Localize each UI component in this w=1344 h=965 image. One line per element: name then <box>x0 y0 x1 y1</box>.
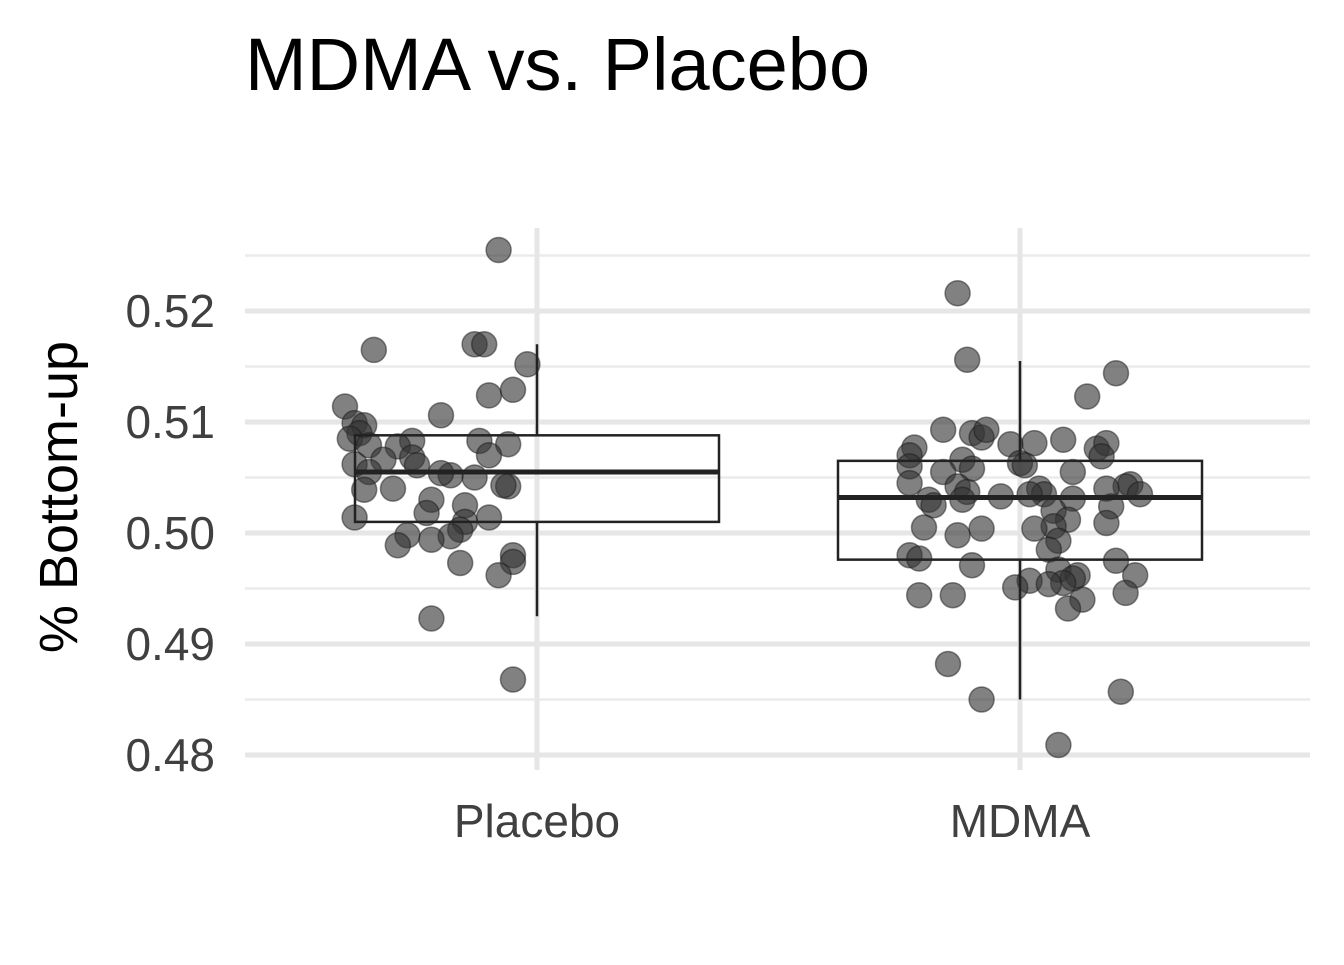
box-iqr <box>836 459 1204 561</box>
data-point <box>413 499 440 527</box>
data-point <box>1054 595 1082 622</box>
data-point <box>360 336 388 364</box>
chart-title: MDMA vs. Placebo <box>245 23 871 106</box>
y-tick-label: 0.52 <box>125 285 215 337</box>
data-point <box>461 464 488 491</box>
data-point <box>1112 579 1139 607</box>
data-point <box>499 666 527 693</box>
box-iqr <box>353 434 721 524</box>
data-point <box>379 475 407 502</box>
data-point <box>427 402 455 429</box>
data-point <box>1001 574 1029 601</box>
y-tick-label: 0.49 <box>125 618 215 670</box>
box-plots <box>353 344 1204 700</box>
data-point <box>1021 429 1048 457</box>
data-point <box>384 531 412 559</box>
data-point <box>490 472 517 499</box>
data-point <box>475 382 503 409</box>
x-tick-labels: Placebo MDMA <box>454 795 1091 847</box>
x-tick-label: Placebo <box>454 795 620 847</box>
data-point <box>968 686 995 713</box>
data-point <box>973 416 1000 444</box>
data-point <box>1093 509 1120 537</box>
y-axis-title: % Bottom-up <box>29 341 89 653</box>
data-point <box>1049 426 1077 454</box>
data-point <box>1088 443 1115 470</box>
data-point <box>1107 678 1135 705</box>
jitter-points <box>331 236 1154 759</box>
data-point <box>910 514 938 541</box>
data-point <box>1016 480 1043 508</box>
data-point <box>934 650 962 678</box>
data-point <box>953 346 981 374</box>
data-point <box>968 515 995 542</box>
grid-lines <box>245 228 1310 770</box>
y-tick-label: 0.51 <box>125 396 215 448</box>
data-point <box>1021 515 1048 542</box>
data-point <box>475 504 503 531</box>
data-point <box>485 561 512 589</box>
data-point <box>418 605 445 632</box>
data-point <box>446 549 474 577</box>
data-point <box>499 376 527 404</box>
data-point <box>1059 458 1087 486</box>
data-point <box>905 581 933 609</box>
data-point <box>514 351 541 378</box>
data-point <box>939 581 967 609</box>
y-tick-label: 0.50 <box>125 507 215 559</box>
data-point <box>1126 480 1154 508</box>
x-tick-label: MDMA <box>950 795 1091 847</box>
data-point <box>1102 359 1130 387</box>
y-tick-labels: 0.48 0.49 0.50 0.51 0.52 <box>125 285 215 781</box>
y-tick-label: 0.48 <box>125 729 215 781</box>
data-point <box>1073 383 1101 410</box>
data-point <box>929 416 957 444</box>
data-point <box>485 236 512 264</box>
data-point <box>418 526 445 553</box>
data-point <box>1035 570 1063 598</box>
data-point <box>1011 452 1039 479</box>
data-point <box>470 331 498 358</box>
data-point <box>944 279 971 307</box>
data-point <box>475 442 503 469</box>
data-point <box>944 521 971 549</box>
data-point <box>1045 731 1072 759</box>
data-point <box>350 476 378 503</box>
data-point <box>958 551 986 579</box>
